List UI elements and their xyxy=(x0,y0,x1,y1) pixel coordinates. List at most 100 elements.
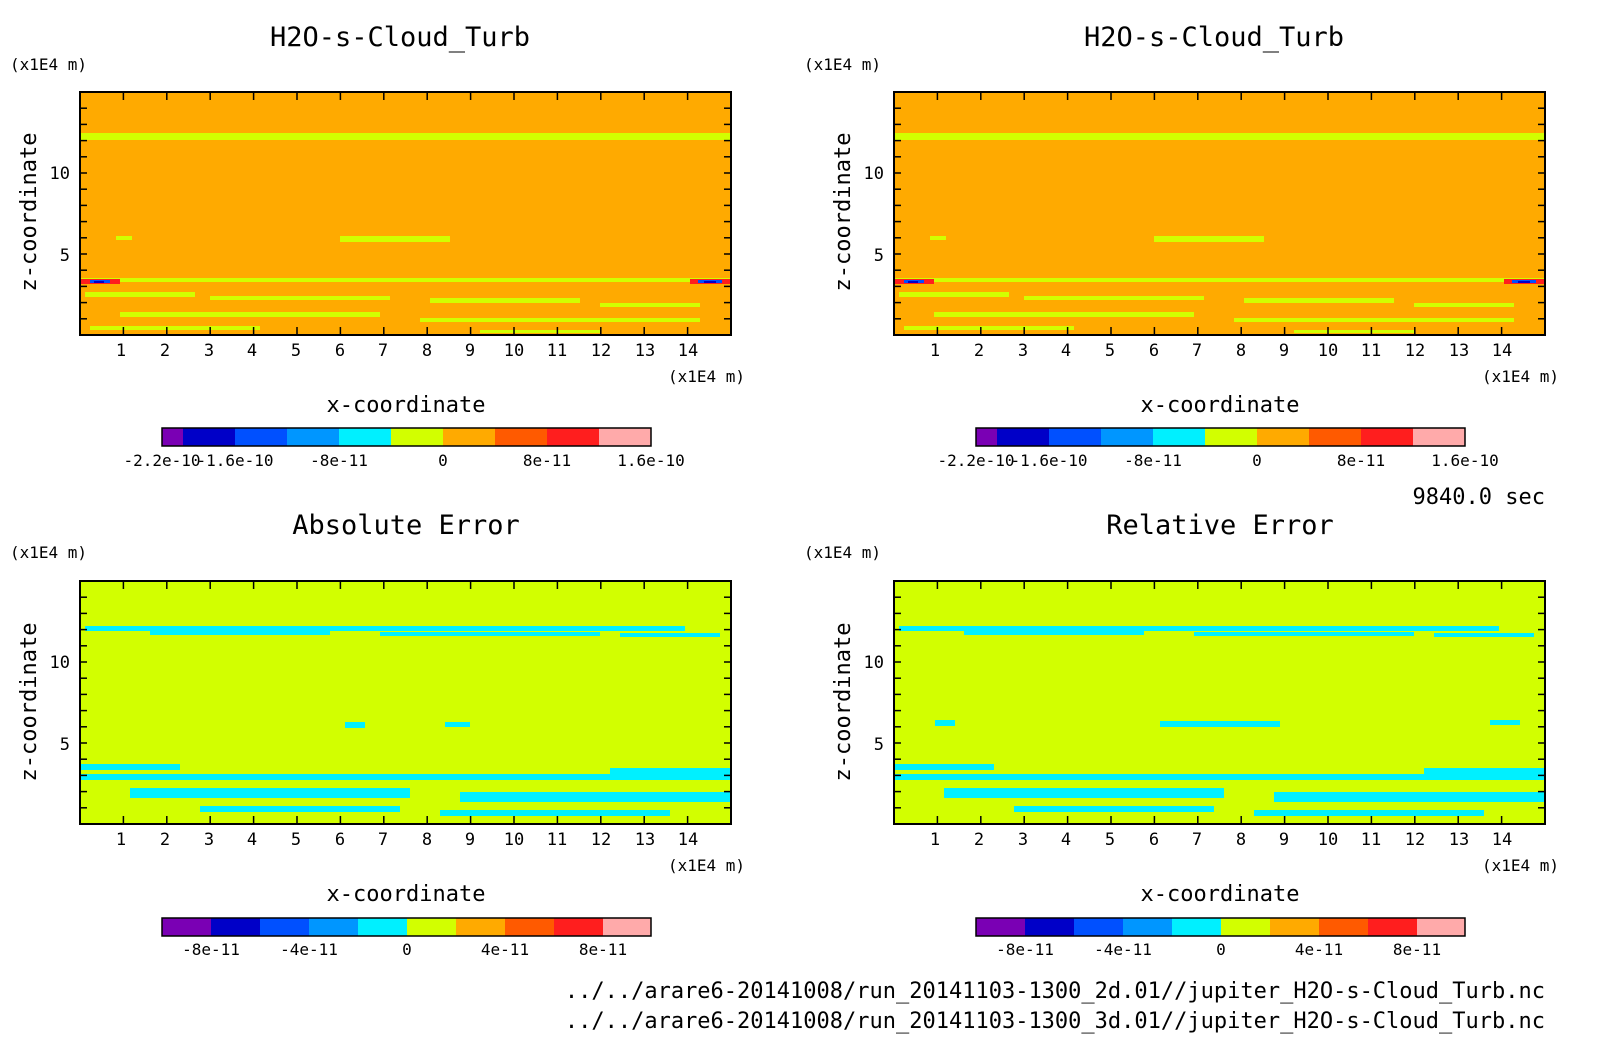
patch xyxy=(420,318,700,322)
tick-marks xyxy=(894,581,1545,824)
colorbar-label: 1.6e-10 xyxy=(1431,451,1498,470)
colorbar: -2.2e-10 -1.6e-10 -8e-11 0 8e-11 1.6e-10 xyxy=(937,427,1499,470)
x-axis-label: x-coordinate xyxy=(327,393,486,418)
x-tick-label: 7 xyxy=(1192,830,1202,850)
colorbar-label: -4e-11 xyxy=(1094,940,1152,959)
colorbar-swatch xyxy=(162,428,183,446)
y-axis-label: z-coordinate xyxy=(831,623,856,782)
y-tick-label: 10 xyxy=(864,164,884,184)
colorbar-frame xyxy=(975,917,1466,937)
x-axis-label: x-coordinate xyxy=(327,882,486,907)
x-tick-label: 13 xyxy=(1449,830,1469,850)
error-patch xyxy=(620,633,720,637)
tick-marks xyxy=(894,92,1545,335)
colorbar-label: -1.6e-10 xyxy=(1010,451,1087,470)
panel-top-left: H2O-s-Cloud_Turb (x1E4 m) z-coordinate xyxy=(10,22,745,470)
x-tick-label: 11 xyxy=(547,830,567,850)
x-axis-label: x-coordinate xyxy=(1141,882,1300,907)
colorbar-swatch xyxy=(599,428,651,446)
error-patch xyxy=(610,768,731,774)
file-path-1: ../../arare6-20141008/run_20141103-1300_… xyxy=(565,979,1545,1004)
colorbar-swatch xyxy=(456,918,505,936)
file-path-2: ../../arare6-20141008/run_20141103-1300_… xyxy=(565,1009,1545,1034)
x-tick-label: 4 xyxy=(247,830,257,850)
error-patch xyxy=(1160,721,1280,727)
x-tick-label: 12 xyxy=(1405,830,1425,850)
colorbar-label: -8e-11 xyxy=(996,940,1054,959)
plot-frame xyxy=(79,580,732,825)
x-tick-label: 14 xyxy=(1492,830,1512,850)
x-tick-label: 8 xyxy=(1236,341,1246,361)
panel-title: H2O-s-Cloud_Turb xyxy=(270,22,530,53)
x-axis-label: x-coordinate xyxy=(1141,393,1300,418)
patch xyxy=(904,326,1074,330)
band-z3 xyxy=(80,278,731,282)
colorbar-label: 8e-11 xyxy=(579,940,627,959)
error-patch xyxy=(944,788,1224,798)
panel-bottom-right: Relative Error (x1E4 m) z-coordinate 10 … xyxy=(804,510,1559,959)
colorbar-swatch xyxy=(1413,428,1465,446)
error-patch xyxy=(440,810,670,816)
colorbar-swatch xyxy=(1025,918,1074,936)
x-tick-label: 12 xyxy=(1405,341,1425,361)
patch xyxy=(340,236,450,242)
x-tick-label: 4 xyxy=(1061,341,1071,361)
x-tick-label: 5 xyxy=(1105,341,1115,361)
x-tick-label: 13 xyxy=(1449,341,1469,361)
x-tick-label: 3 xyxy=(1018,341,1028,361)
band-z12 xyxy=(894,133,1545,140)
x-tick-label: 2 xyxy=(974,341,984,361)
colorbar-swatch xyxy=(603,918,651,936)
panel-title: H2O-s-Cloud_Turb xyxy=(1084,22,1344,53)
y-unit-label: (x1E4 m) xyxy=(804,55,881,74)
colorbar-swatch xyxy=(339,428,391,446)
patch xyxy=(480,330,600,333)
colorbar-swatch xyxy=(1074,918,1123,936)
colorbar-label: -1.6e-10 xyxy=(196,451,273,470)
colorbar-label: 8e-11 xyxy=(1393,940,1441,959)
x-tick-label: 2 xyxy=(160,341,170,361)
x-unit-label: (x1E4 m) xyxy=(1482,367,1559,386)
x-tick-label: 10 xyxy=(1318,830,1338,850)
x-tick-label: 5 xyxy=(1105,830,1115,850)
error-patch xyxy=(1194,632,1414,636)
plot-frame xyxy=(893,91,1546,336)
error-patch xyxy=(1254,810,1484,816)
patch xyxy=(1154,236,1264,242)
y-unit-label: (x1E4 m) xyxy=(804,543,881,562)
patch xyxy=(899,292,1009,297)
y-tick-label: 10 xyxy=(50,653,70,673)
x-tick-label: 9 xyxy=(465,830,475,850)
y-tick-label: 10 xyxy=(864,653,884,673)
plot-frame xyxy=(79,91,732,336)
colorbar-swatch xyxy=(1270,918,1319,936)
x-tick-label: 2 xyxy=(974,830,984,850)
x-tick-label: 7 xyxy=(378,341,388,361)
colorbar-label: 0 xyxy=(1252,451,1262,470)
x-tick-label: 5 xyxy=(291,830,301,850)
error-patch xyxy=(1434,633,1534,637)
colorbar-swatch xyxy=(495,428,547,446)
colorbar-frame xyxy=(975,427,1466,447)
colorbar-swatch xyxy=(1101,428,1153,446)
colorbar: -8e-11 -4e-11 0 4e-11 8e-11 xyxy=(975,917,1466,959)
patch xyxy=(90,326,260,330)
x-tick-label: 5 xyxy=(291,341,301,361)
time-label: 9840.0 sec xyxy=(1413,485,1545,510)
x-tick-label: 9 xyxy=(465,341,475,361)
patch xyxy=(1234,318,1514,322)
plot-background xyxy=(80,92,731,335)
patch xyxy=(85,292,195,297)
colorbar-swatch xyxy=(1309,428,1361,446)
colorbar-label: 8e-11 xyxy=(1337,451,1385,470)
x-tick-label: 1 xyxy=(930,830,940,850)
x-tick-label: 1 xyxy=(930,341,940,361)
colorbar-label: 0 xyxy=(438,451,448,470)
x-tick-label: 3 xyxy=(204,341,214,361)
colorbar-label: 8e-11 xyxy=(523,451,571,470)
tick-marks xyxy=(80,581,731,824)
x-tick-label: 11 xyxy=(1361,830,1381,850)
colorbar-swatch xyxy=(976,918,1025,936)
colorbar-swatch xyxy=(183,428,235,446)
